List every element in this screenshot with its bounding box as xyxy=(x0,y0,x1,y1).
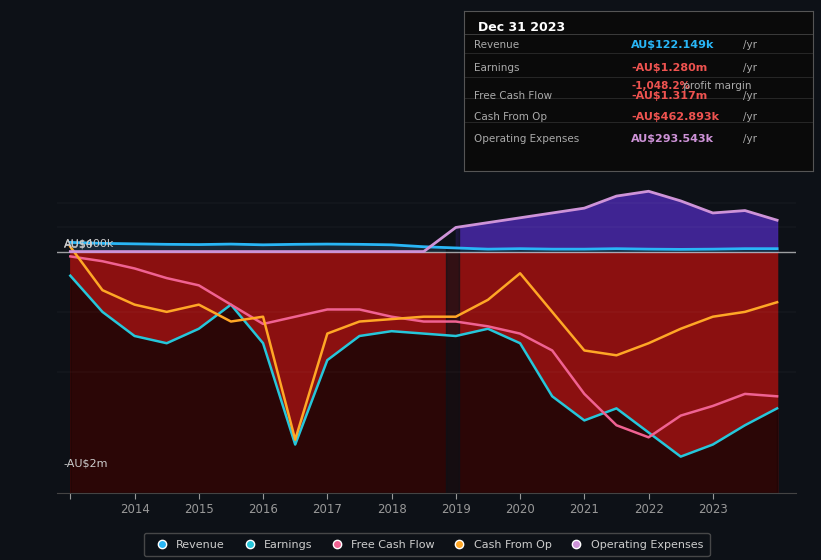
Text: Dec 31 2023: Dec 31 2023 xyxy=(478,21,565,34)
Legend: Revenue, Earnings, Free Cash Flow, Cash From Op, Operating Expenses: Revenue, Earnings, Free Cash Flow, Cash … xyxy=(144,533,709,556)
Text: /yr: /yr xyxy=(743,63,757,73)
Text: /yr: /yr xyxy=(743,40,757,50)
Text: AU$293.543k: AU$293.543k xyxy=(631,134,714,144)
Text: AU$122.149k: AU$122.149k xyxy=(631,40,715,50)
Text: Operating Expenses: Operating Expenses xyxy=(475,134,580,144)
Text: /yr: /yr xyxy=(743,91,757,101)
Bar xyxy=(446,179,459,493)
Text: AU$0: AU$0 xyxy=(64,240,94,250)
Text: -AU$1.317m: -AU$1.317m xyxy=(631,91,708,101)
Text: AU$400k: AU$400k xyxy=(64,238,114,248)
Text: Free Cash Flow: Free Cash Flow xyxy=(475,91,553,101)
Text: Cash From Op: Cash From Op xyxy=(475,112,548,122)
Text: -AU$1.280m: -AU$1.280m xyxy=(631,63,708,73)
Text: /yr: /yr xyxy=(743,112,757,122)
Text: -1,048.2%: -1,048.2% xyxy=(631,81,690,91)
Text: Revenue: Revenue xyxy=(475,40,520,50)
Text: /yr: /yr xyxy=(743,134,757,144)
Text: profit margin: profit margin xyxy=(680,81,752,91)
Text: -AU$462.893k: -AU$462.893k xyxy=(631,112,719,122)
Text: -AU$2m: -AU$2m xyxy=(64,459,108,469)
Text: Earnings: Earnings xyxy=(475,63,520,73)
